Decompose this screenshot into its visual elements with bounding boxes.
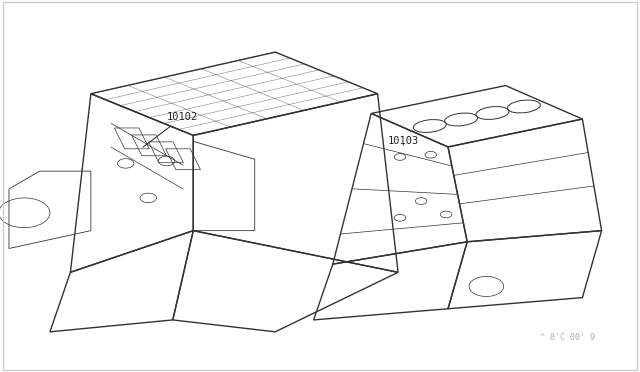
Text: 10103: 10103 (388, 137, 419, 146)
Text: ^ 0'C 00' 9: ^ 0'C 00' 9 (540, 333, 595, 342)
Text: 10102: 10102 (143, 112, 198, 147)
